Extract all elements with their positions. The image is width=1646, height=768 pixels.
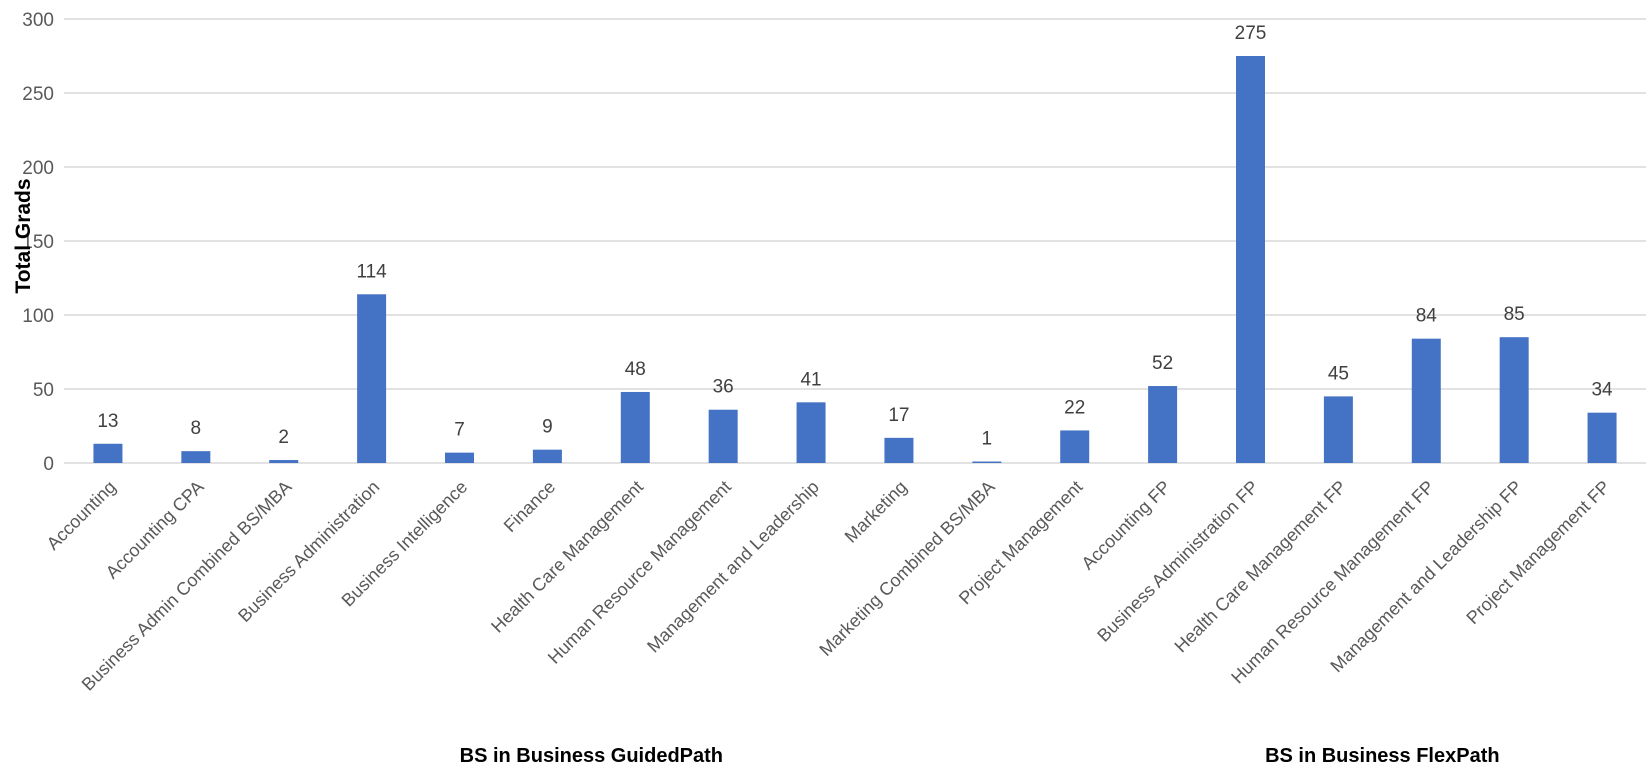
- data-label: 45: [1328, 363, 1349, 384]
- x-tick-label: Marketing Combined BS/MBA: [815, 477, 998, 660]
- x-tick-label: Project Management FP: [1462, 477, 1613, 628]
- bar: [796, 402, 826, 463]
- group-label: BS in Business FlexPath: [1265, 745, 1500, 767]
- bar: [1587, 412, 1617, 463]
- y-tick-label: 100: [22, 306, 54, 327]
- y-tick-label: 300: [22, 10, 54, 31]
- data-label: 22: [1064, 397, 1085, 418]
- data-label: 7: [454, 420, 465, 441]
- group-label: BS in Business GuidedPath: [460, 745, 723, 767]
- x-tick-label: Management and Leadership: [643, 477, 823, 657]
- x-tick-label: Accounting FP: [1078, 477, 1175, 574]
- bar: [1148, 386, 1178, 463]
- data-label: 9: [542, 417, 553, 438]
- data-label: 85: [1504, 304, 1525, 325]
- y-axis-title: Total Grads: [12, 178, 35, 293]
- bar: [93, 443, 123, 463]
- bars: [93, 56, 1617, 463]
- bar: [532, 449, 562, 463]
- y-tick-label: 0: [43, 454, 54, 475]
- y-tick-label: 200: [22, 158, 54, 179]
- bar: [972, 461, 1002, 463]
- bar: [620, 391, 650, 463]
- data-label: 52: [1152, 353, 1173, 374]
- bar: [1499, 337, 1529, 463]
- data-label: 36: [713, 377, 734, 398]
- x-tick-label: Marketing: [841, 477, 911, 547]
- data-label: 8: [191, 418, 202, 439]
- data-label: 13: [97, 411, 118, 432]
- data-label: 275: [1235, 23, 1267, 44]
- x-tick-label: Accounting: [43, 477, 120, 554]
- bar: [1323, 396, 1353, 463]
- data-label: 17: [888, 405, 909, 426]
- x-tick-label: Health Care Management: [487, 477, 647, 637]
- y-axis-ticks: 0 50 100 150 200 250 300: [22, 10, 54, 475]
- bar: [1411, 338, 1441, 463]
- bar: [445, 452, 474, 463]
- bar: [708, 409, 738, 463]
- bar: [1060, 430, 1090, 463]
- bar: [884, 437, 914, 463]
- bar: [357, 294, 387, 463]
- data-labels: 13 8 2 114 7 9 48 36 41 17 1 22 52 275 45 84 85 34: [97, 23, 1613, 450]
- bar: [269, 460, 299, 463]
- data-label: 2: [278, 427, 289, 448]
- bar: [1236, 56, 1265, 463]
- x-tick-label: Business Administration FP: [1093, 477, 1262, 646]
- x-tick-label: Health Care Management FP: [1171, 477, 1351, 657]
- y-tick-label: 50: [33, 380, 54, 401]
- x-tick-label: Business Administration: [234, 477, 383, 626]
- x-tick-label: Finance: [500, 477, 559, 536]
- y-tick-label: 250: [22, 84, 54, 105]
- x-tick-label: Management and Leadership FP: [1326, 477, 1526, 677]
- group-labels: BS in Business GuidedPath BS in Business …: [460, 745, 1500, 767]
- bar: [181, 451, 211, 463]
- data-label: 84: [1416, 306, 1438, 327]
- data-label: 114: [356, 261, 387, 282]
- data-label: 34: [1591, 380, 1613, 401]
- x-tick-label: Human Resource Management: [544, 477, 735, 668]
- data-label: 41: [800, 369, 821, 390]
- data-label: 1: [982, 429, 993, 450]
- y-tick-label: 150: [22, 232, 54, 253]
- data-label: 48: [625, 359, 646, 380]
- gridlines: [64, 18, 1646, 464]
